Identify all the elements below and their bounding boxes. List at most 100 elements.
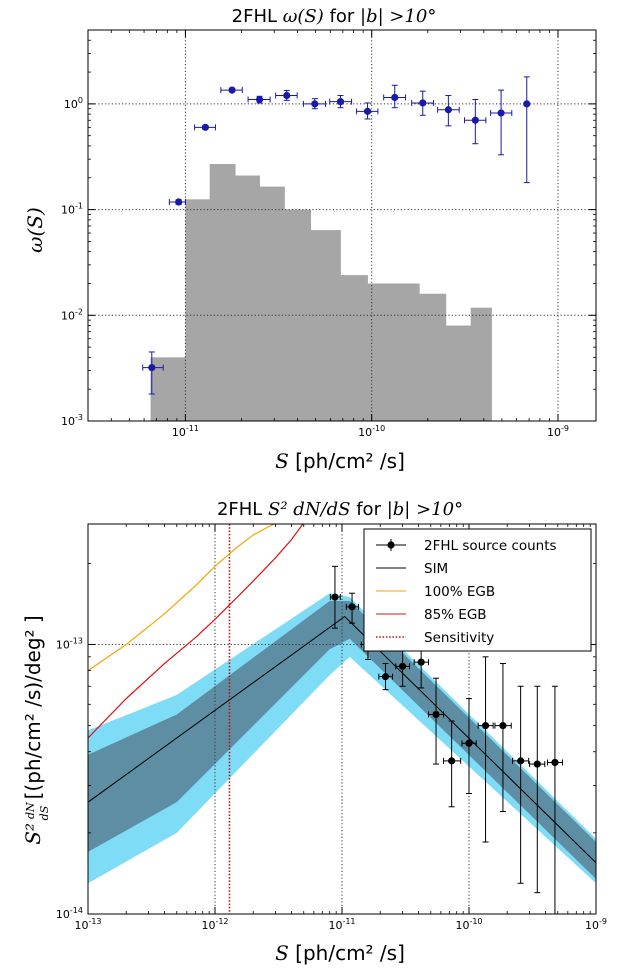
marker: [175, 198, 183, 206]
egb85-curve: [88, 524, 304, 739]
omega-point: [490, 89, 513, 156]
y-tick-label: 10-2: [61, 307, 83, 322]
x-tick-label: 10-11: [328, 917, 355, 932]
y-axis-label: S²dNdS [(ph/cm² /s)/deg² ]: [21, 615, 51, 844]
egb100-curve: [88, 524, 277, 672]
data-points: [142, 76, 531, 395]
model-lines: [88, 524, 596, 914]
source-count-point: [428, 677, 445, 765]
marker: [432, 710, 440, 719]
legend-label: 100% EGB: [424, 584, 495, 600]
omega-point: [247, 95, 271, 104]
marker: [444, 106, 452, 114]
omega-point: [523, 76, 531, 184]
source-count-point: [461, 698, 477, 794]
marker: [311, 100, 319, 108]
omega-point: [329, 95, 353, 109]
y-tick-label: 10-14: [56, 906, 83, 921]
omega-point: [437, 95, 460, 127]
legend-label: 85% EGB: [424, 607, 487, 623]
marker: [336, 98, 345, 106]
chart1-title: 2FHL ω(S) for |b| >10°: [232, 6, 437, 27]
legend-item: 85% EGB: [376, 607, 487, 623]
legend-label: SIM: [424, 561, 448, 577]
model-band-inner: [88, 601, 596, 879]
legend-label: Sensitivity: [424, 630, 494, 646]
marker: [255, 95, 264, 104]
x-tick-label: 10-10: [358, 424, 385, 439]
histogram-bar: [235, 175, 260, 421]
source-count-point: [395, 646, 410, 687]
marker: [201, 123, 209, 131]
omega-point: [383, 84, 407, 109]
marker: [471, 116, 479, 124]
source-count-point: [494, 663, 512, 813]
omega-point: [464, 99, 487, 145]
histogram-bar: [209, 163, 236, 422]
omega-point: [168, 198, 186, 206]
marker: [419, 99, 427, 107]
x-tick-label: 10-12: [201, 917, 228, 932]
source-count-point: [345, 592, 360, 624]
legend-item: SIM: [376, 561, 448, 577]
omega-point: [411, 90, 435, 116]
legend-marker: [387, 541, 395, 549]
marker: [448, 757, 456, 765]
marker: [363, 107, 372, 115]
x-tick-label: 10-9: [547, 424, 569, 439]
legend-item: 100% EGB: [376, 584, 495, 600]
legend-item: Sensitivity: [376, 630, 494, 646]
x-tick-label: 10-11: [172, 424, 199, 439]
source-count-point: [443, 720, 462, 808]
marker: [499, 722, 507, 730]
source-count-point: [529, 685, 546, 894]
y-tick-label: 100: [64, 96, 83, 111]
marker: [465, 739, 473, 747]
marker: [533, 760, 541, 768]
marker: [391, 93, 399, 102]
marker: [331, 593, 339, 601]
histogram-bar: [419, 293, 447, 421]
plot-frame: [87, 29, 597, 422]
x-axis-label: S [ph/cm² /s]: [275, 449, 405, 473]
histogram-bar: [445, 325, 472, 421]
histogram-bar: [185, 199, 211, 421]
marker: [228, 86, 236, 94]
marker: [517, 757, 525, 765]
legend-label: 2FHL source counts: [424, 538, 557, 554]
omega-point: [302, 98, 327, 110]
marker: [497, 109, 505, 117]
marker: [148, 364, 156, 372]
chart2-title: 2FHL S² dN/dS for |b| >10°: [217, 499, 463, 520]
marker: [481, 722, 490, 730]
marker: [398, 662, 407, 670]
y-tick-label: 10-13: [56, 637, 83, 652]
x-tick-label: 10-10: [455, 917, 482, 932]
x-tick-label: 10-9: [585, 917, 607, 932]
legend: 2FHL source counts SIM 100% EGB 85% EGB Sens…: [363, 528, 592, 652]
omega-point: [220, 86, 243, 94]
sim-line: [88, 615, 596, 864]
legend-item: 2FHL source counts: [376, 538, 557, 554]
histogram-bar: [392, 283, 420, 421]
omega-point: [194, 123, 216, 131]
y-tick-label: 10-1: [61, 202, 83, 217]
marker: [551, 758, 559, 767]
source-count-point: [378, 663, 394, 691]
grid: [88, 30, 596, 421]
marker: [417, 658, 425, 666]
histogram-bar: [150, 357, 186, 421]
ticks: 10-11 10-10 10-9 10-3 10-2 10-1 100: [61, 30, 596, 439]
marker: [523, 100, 531, 108]
omega-point: [356, 102, 379, 120]
source-count-point: [511, 685, 530, 884]
source-count-point: [477, 656, 494, 843]
histogram: [150, 163, 492, 422]
omega-point: [275, 89, 298, 101]
data-points: [329, 565, 564, 915]
histogram-bar: [259, 186, 285, 421]
x-axis-label: S [ph/cm² /s]: [275, 941, 405, 965]
legend-box: [363, 528, 592, 652]
